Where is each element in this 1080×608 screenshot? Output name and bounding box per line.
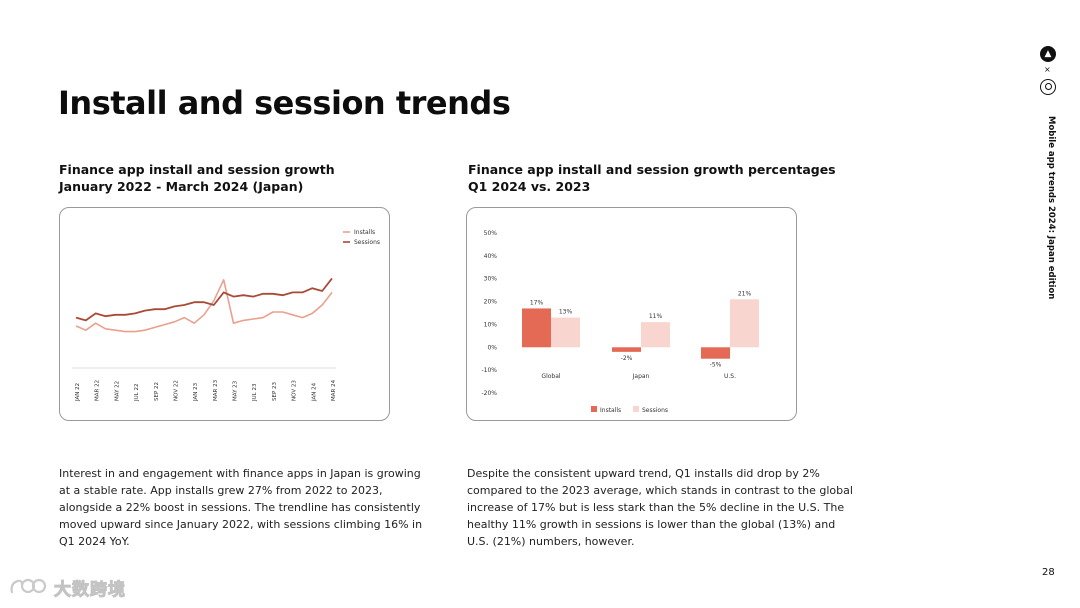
page-number: 28	[1042, 567, 1055, 578]
data-label: -5%	[710, 362, 722, 369]
x-tick-label: NOV 22	[173, 380, 179, 401]
y-tick-label: 50%	[484, 230, 498, 237]
bar-chart-panel: 50% 40% 30% 20% 10% 0% -10% -20% 17% 13% Global -2%…	[466, 207, 797, 421]
data-label: 13%	[559, 309, 573, 316]
line-chart-heading-line2: January 2022 - March 2024 (Japan)	[59, 179, 304, 194]
data-label: 17%	[530, 299, 544, 306]
legend-swatch-installs	[591, 406, 597, 412]
y-tick-label: 30%	[484, 276, 498, 283]
partner-logo-icon	[1040, 79, 1056, 95]
bar-chart: 50% 40% 30% 20% 10% 0% -10% -20% 17% 13% Global -2%…	[481, 230, 759, 414]
x-tick-label: MAY 23	[233, 380, 239, 401]
bar-sessions-japan	[641, 322, 670, 348]
y-tick-label: -10%	[481, 367, 497, 374]
watermark: 大数跨境	[8, 573, 126, 601]
bar-sessions-us	[730, 299, 759, 348]
x-tick-label: SEP 22	[154, 382, 160, 401]
x-tick-label: JUL 22	[134, 384, 140, 402]
bar-installs-japan	[612, 347, 641, 352]
bar-chart-heading: Finance app install and session growth p…	[468, 161, 836, 195]
series-line-installs	[75, 279, 333, 333]
logo-separator: ×	[1044, 65, 1051, 74]
left-body-text: Interest in and engagement with finance …	[59, 467, 423, 548]
report-side-title: Mobile app trends 2024: Japan edition	[1046, 116, 1056, 300]
bar-chart-heading-line2: Q1 2024 vs. 2023	[468, 179, 591, 194]
y-tick-label: 0%	[487, 344, 497, 351]
line-chart: JAN 22 MAR 22 MAY 22 JUL 22 SEP 22 NOV 22 JAN …	[72, 229, 380, 402]
category-label: Japan	[632, 373, 650, 380]
line-chart-heading: Finance app install and session growth J…	[59, 161, 335, 195]
y-tick-label: 10%	[484, 321, 498, 328]
watermark-text: 大数跨境	[54, 579, 126, 600]
x-tick-label: MAR 24	[331, 379, 337, 401]
bar-chart-heading-line1: Finance app install and session growth p…	[468, 162, 836, 177]
right-body-text: Despite the consistent upward trend, Q1 …	[467, 467, 853, 548]
legend-label-installs: Installs	[354, 229, 375, 236]
x-tick-label: MAY 22	[114, 381, 120, 401]
bar-installs-us	[701, 347, 730, 359]
x-tick-label: NOV 23	[292, 380, 298, 401]
series-line-sessions	[75, 277, 333, 322]
line-chart-panel: JAN 22 MAR 22 MAY 22 JUL 22 SEP 22 NOV 22 JAN …	[59, 207, 390, 421]
x-tick-label: MAR 23	[213, 379, 219, 401]
x-tick-label: JAN 23	[193, 382, 199, 402]
x-tick-label: MAR 22	[95, 380, 101, 401]
x-tick-label: JAN 24	[311, 382, 317, 402]
brand-logo-icon: ▲	[1040, 46, 1056, 62]
x-tick-label: JUL 23	[252, 383, 258, 402]
x-tick-label: SEP 23	[272, 381, 278, 401]
y-tick-label: 40%	[484, 253, 498, 260]
y-tick-label: -20%	[481, 390, 497, 397]
legend-label-installs: Installs	[600, 407, 621, 414]
line-chart-heading-line1: Finance app install and session growth	[59, 162, 335, 177]
bar-sessions-global	[551, 317, 580, 348]
bar-installs-global	[522, 308, 551, 348]
category-label: U.S.	[724, 373, 736, 380]
legend-swatch-sessions	[633, 406, 639, 412]
legend-label-sessions: Sessions	[354, 239, 380, 246]
legend-label-sessions: Sessions	[642, 407, 668, 414]
x-tick-label: JAN 22	[75, 383, 81, 402]
data-label: 11%	[649, 313, 663, 320]
watermark-logo-icon	[10, 578, 47, 594]
y-tick-label: 20%	[484, 299, 498, 306]
data-label: 21%	[738, 290, 752, 297]
category-label: Global	[541, 373, 560, 380]
page-title: Install and session trends	[58, 84, 511, 122]
data-label: -2%	[621, 355, 633, 362]
